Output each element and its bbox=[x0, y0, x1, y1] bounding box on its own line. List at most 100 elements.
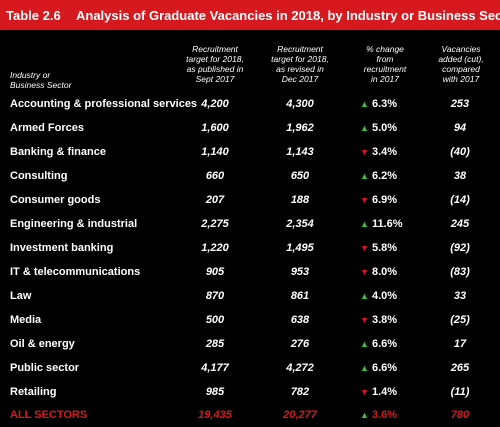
published-target: 4,177 bbox=[201, 362, 229, 374]
triangle-up-icon: ▲ bbox=[360, 339, 369, 349]
triangle-up-icon: ▲ bbox=[360, 363, 369, 373]
sector-name: ALL SECTORS bbox=[10, 409, 88, 421]
sector-name: Investment banking bbox=[10, 242, 114, 254]
table-row: Investment banking 1,220 1,495 ▼ 5.8% (92) bbox=[0, 236, 500, 260]
sector-name: Oil & energy bbox=[10, 338, 75, 350]
percent-change: ▲ 6.6% bbox=[360, 332, 430, 356]
percent-change: ▼ 5.8% bbox=[360, 236, 430, 260]
revised-target: 953 bbox=[290, 266, 310, 278]
triangle-up-icon: ▲ bbox=[360, 123, 369, 133]
percent-change: ▲ 4.0% bbox=[360, 284, 430, 308]
percent-change-value: 4.0% bbox=[372, 290, 398, 302]
vacancies-added: 94 bbox=[453, 122, 467, 134]
triangle-down-icon: ▼ bbox=[360, 315, 369, 325]
percent-change-value: 6.6% bbox=[372, 338, 398, 350]
published-target: 207 bbox=[205, 194, 225, 206]
published-target: 19,435 bbox=[198, 409, 232, 421]
revised-target: 861 bbox=[290, 290, 310, 302]
table-row: Banking & finance 1,140 1,143 ▼ 3.4% (40) bbox=[0, 140, 500, 164]
triangle-down-icon: ▼ bbox=[360, 267, 369, 277]
triangle-down-icon: ▼ bbox=[360, 147, 369, 157]
published-target: 1,220 bbox=[201, 242, 229, 254]
percent-change-value: 8.0% bbox=[372, 266, 398, 278]
vacancies-added: 253 bbox=[450, 98, 470, 110]
vacancies-added: (83) bbox=[450, 266, 470, 278]
table-row: Consulting 660 650 ▲ 6.2% 38 bbox=[0, 164, 500, 188]
column-header-sector: Industry or Business Sector bbox=[10, 70, 72, 90]
percent-change-value: 3.6% bbox=[372, 409, 398, 421]
revised-target: 650 bbox=[290, 170, 310, 182]
percent-change: ▲ 6.2% bbox=[360, 164, 430, 188]
percent-change-value: 6.3% bbox=[372, 98, 398, 110]
revised-target: 276 bbox=[290, 338, 310, 350]
percent-change: ▼ 8.0% bbox=[360, 260, 430, 284]
table-title: Analysis of Graduate Vacancies in 2018, … bbox=[76, 8, 500, 23]
total-row: ALL SECTORS 19,435 20,277 ▲ 3.6% 780 bbox=[0, 403, 500, 427]
percent-change-value: 6.6% bbox=[372, 362, 398, 374]
triangle-down-icon: ▼ bbox=[360, 387, 369, 397]
published-target: 285 bbox=[205, 338, 225, 350]
revised-target: 2,354 bbox=[286, 218, 314, 230]
sector-name: Media bbox=[10, 314, 42, 326]
triangle-up-icon: ▲ bbox=[360, 99, 369, 109]
triangle-up-icon: ▲ bbox=[360, 410, 369, 420]
vacancies-added: 265 bbox=[450, 362, 470, 374]
published-target: 4,200 bbox=[201, 98, 229, 110]
sector-name: Consumer goods bbox=[10, 194, 101, 206]
column-header-revised: Recruitment target for 2018, as revised … bbox=[271, 44, 329, 84]
percent-change: ▼ 1.4% bbox=[360, 380, 430, 404]
vacancies-added: 33 bbox=[453, 290, 467, 302]
percent-change-value: 5.8% bbox=[372, 242, 398, 254]
revised-target: 638 bbox=[290, 314, 310, 326]
table-row: Accounting & professional services 4,200 4… bbox=[0, 92, 500, 116]
table-header-bar: Table 2.6 Analysis of Graduate Vacancies… bbox=[0, 0, 500, 30]
sector-name: Retailing bbox=[10, 386, 57, 398]
vacancies-added: 780 bbox=[450, 409, 470, 421]
percent-change: ▲ 11.6% bbox=[360, 212, 430, 236]
triangle-up-icon: ▲ bbox=[360, 219, 369, 229]
triangle-up-icon: ▲ bbox=[360, 291, 369, 301]
sector-name: Public sector bbox=[10, 362, 80, 374]
sector-name: IT & telecommunications bbox=[10, 266, 141, 278]
sector-name: Consulting bbox=[10, 170, 68, 182]
percent-change: ▼ 6.9% bbox=[360, 188, 430, 212]
percent-change: ▲ 6.3% bbox=[360, 92, 430, 116]
vacancies-added: (92) bbox=[450, 242, 470, 254]
percent-change-value: 11.6% bbox=[372, 218, 403, 230]
table-row: IT & telecommunications 905 953 ▼ 8.0% (83) bbox=[0, 260, 500, 284]
published-target: 1,140 bbox=[201, 146, 229, 158]
column-header-added: Vacancies added (cut), compared with 201… bbox=[438, 44, 484, 84]
percent-change-value: 5.0% bbox=[372, 122, 398, 134]
sector-name: Accounting & professional services bbox=[10, 98, 198, 110]
sector-name: Law bbox=[10, 290, 32, 302]
sector-name: Banking & finance bbox=[10, 146, 106, 158]
table-row: Law 870 861 ▲ 4.0% 33 bbox=[0, 284, 500, 308]
published-target: 660 bbox=[205, 170, 225, 182]
vacancies-added: 38 bbox=[453, 170, 467, 182]
revised-target: 188 bbox=[290, 194, 310, 206]
table-row: Media 500 638 ▼ 3.8% (25) bbox=[0, 308, 500, 332]
published-target: 905 bbox=[205, 266, 225, 278]
vacancies-added: (25) bbox=[450, 314, 470, 326]
percent-change: ▼ 3.8% bbox=[360, 308, 430, 332]
vacancies-added: 245 bbox=[450, 218, 470, 230]
percent-change: ▼ 3.4% bbox=[360, 140, 430, 164]
table-row: Armed Forces 1,600 1,962 ▲ 5.0% 94 bbox=[0, 116, 500, 140]
revised-target: 20,277 bbox=[283, 409, 317, 421]
revised-target: 1,143 bbox=[286, 146, 314, 158]
vacancies-added: (14) bbox=[450, 194, 470, 206]
revised-target: 782 bbox=[290, 386, 310, 398]
revised-target: 4,272 bbox=[286, 362, 314, 374]
percent-change: ▲ 5.0% bbox=[360, 116, 430, 140]
table-row: Engineering & industrial 2,275 2,354 ▲ 11.6%… bbox=[0, 212, 500, 236]
table-row: Oil & energy 285 276 ▲ 6.6% 17 bbox=[0, 332, 500, 356]
sector-name: Engineering & industrial bbox=[10, 218, 138, 230]
published-target: 2,275 bbox=[201, 218, 229, 230]
triangle-down-icon: ▼ bbox=[360, 243, 369, 253]
table-number: Table 2.6 bbox=[6, 8, 61, 23]
vacancies-added: 17 bbox=[453, 338, 467, 350]
percent-change: ▲ 6.6% bbox=[360, 356, 430, 380]
column-header-published: Recruitment target for 2018, as publishe… bbox=[186, 44, 244, 84]
revised-target: 1,495 bbox=[286, 242, 314, 254]
table-row: Retailing 985 782 ▼ 1.4% (11) bbox=[0, 380, 500, 404]
